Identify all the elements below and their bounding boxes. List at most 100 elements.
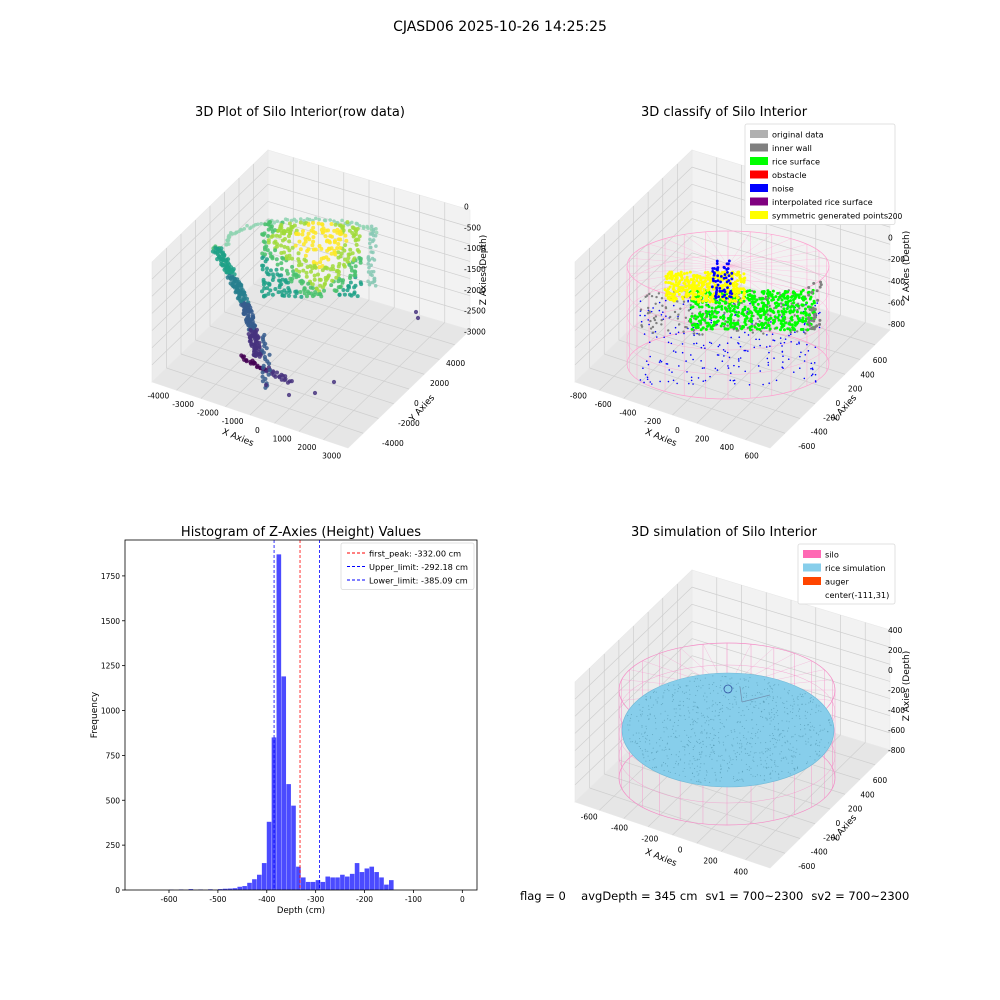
rice-point (771, 733, 774, 735)
rice-point (736, 736, 738, 738)
data-point (738, 273, 742, 277)
data-point (810, 362, 813, 365)
rice-point (638, 732, 640, 734)
rice-point (735, 756, 737, 758)
rice-point (799, 723, 802, 726)
data-point (668, 291, 672, 295)
rice-point (679, 708, 681, 710)
data-point (644, 373, 647, 376)
data-point (313, 230, 318, 235)
rice-point (777, 729, 779, 731)
data-point (766, 357, 769, 360)
data-point (733, 379, 736, 382)
data-point (744, 331, 746, 334)
data-point (801, 316, 805, 320)
rice-point (783, 756, 785, 758)
rice-point (679, 686, 681, 688)
data-point (793, 323, 797, 327)
silo-wireframe-spoke (727, 265, 827, 274)
rice-point (706, 696, 708, 698)
data-point (724, 301, 728, 305)
rice-point (759, 757, 761, 759)
data-point (703, 279, 707, 283)
rice-point (766, 756, 768, 758)
rice-point (810, 696, 812, 699)
rice-point (770, 758, 772, 761)
data-point (369, 263, 373, 267)
rice-simulation-surface (621, 672, 835, 788)
rice-point (719, 722, 721, 724)
rice-point (790, 755, 792, 757)
y-tick-label: 1500 (101, 617, 120, 626)
data-point (298, 220, 303, 225)
data-point (227, 273, 232, 279)
legend-classify-label: inner wall (772, 143, 812, 153)
rice-point (686, 697, 688, 699)
data-point (332, 288, 337, 293)
z-tick-label: -500 (464, 223, 481, 232)
rice-point (757, 731, 759, 733)
rice-point (739, 739, 742, 741)
rice-point (735, 759, 738, 761)
rice-point (774, 761, 776, 763)
data-point (693, 332, 696, 335)
data-point (810, 302, 814, 306)
rice-point (649, 743, 651, 745)
rice-point (662, 695, 664, 697)
data-point (673, 296, 677, 300)
legend-classify-swatch (750, 197, 768, 206)
data-point (813, 307, 817, 311)
data-point (299, 262, 304, 267)
data-point (747, 350, 749, 352)
rice-point (743, 714, 745, 716)
data-point (795, 303, 799, 307)
rice-point (647, 715, 649, 717)
data-point (350, 231, 355, 236)
data-point (320, 268, 325, 273)
data-point (336, 285, 341, 290)
rice-point (765, 748, 767, 750)
rice-point (755, 704, 757, 707)
rice-point (648, 705, 650, 707)
data-point (793, 328, 797, 332)
x-tick-label: -3000 (172, 400, 194, 409)
rice-point (661, 764, 663, 766)
data-point (682, 330, 685, 333)
data-point (270, 292, 275, 297)
rice-point (688, 741, 691, 743)
rice-point (763, 775, 765, 777)
rice-point (794, 733, 796, 735)
x-tick-label: 0 (675, 426, 680, 435)
floor-grid-line (209, 325, 410, 390)
rice-point (722, 759, 724, 761)
rice-point (793, 755, 795, 757)
rice-point (749, 754, 751, 756)
data-point (348, 273, 353, 278)
rice-point (770, 716, 772, 718)
data-point (766, 289, 770, 293)
data-point (721, 314, 725, 318)
rice-point (684, 746, 686, 748)
data-point (654, 315, 658, 318)
rice-point (713, 682, 715, 684)
rice-point (711, 767, 713, 769)
data-point (726, 351, 729, 354)
data-point (245, 223, 249, 228)
data-point (338, 245, 343, 250)
data-point (348, 247, 353, 252)
data-point (807, 318, 811, 322)
rice-point (674, 715, 676, 718)
rice-point (689, 693, 691, 695)
rice-point (717, 692, 719, 694)
rice-point (675, 730, 677, 732)
rice-point (715, 702, 717, 704)
rice-point (733, 695, 735, 697)
legend-classify-swatch (750, 170, 768, 179)
data-point (740, 290, 744, 294)
rice-point (788, 690, 790, 692)
data-point (813, 362, 816, 364)
rice-point (646, 734, 648, 737)
data-point (727, 274, 731, 278)
rice-point (815, 744, 817, 746)
rice-point (713, 734, 715, 736)
